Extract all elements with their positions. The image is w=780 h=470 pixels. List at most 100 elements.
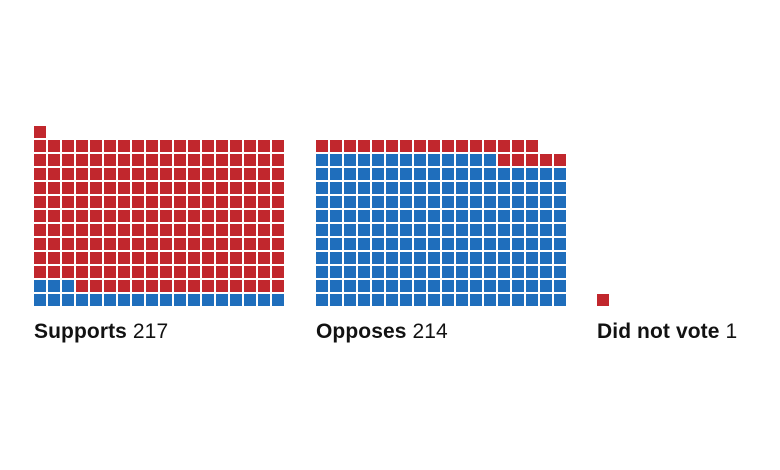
waffle-cell [470, 140, 482, 152]
waffle-cell [272, 294, 284, 306]
waffle-cell [160, 224, 172, 236]
waffle-cell [118, 252, 130, 264]
waffle-cell [554, 294, 566, 306]
waffle-cell [470, 252, 482, 264]
waffle-cell [484, 238, 496, 250]
waffle-cell [174, 294, 186, 306]
waffle-cell [442, 266, 454, 278]
group-count: 214 [412, 320, 448, 343]
waffle-cell [90, 140, 102, 152]
waffle-cell [428, 168, 440, 180]
waffle-cell [90, 154, 102, 166]
waffle-cell [230, 140, 242, 152]
waffle-cell [456, 280, 468, 292]
waffle-cell [330, 266, 342, 278]
waffle-cell [442, 224, 454, 236]
waffle-cell [188, 224, 200, 236]
waffle-cell [258, 154, 270, 166]
waffle-cell [104, 252, 116, 264]
waffle-cell [34, 252, 46, 264]
waffle-cell [540, 294, 552, 306]
waffle-cell [414, 140, 426, 152]
waffle-cell [358, 140, 370, 152]
waffle-cell [372, 168, 384, 180]
waffle-cell [484, 154, 496, 166]
waffle-cell [372, 224, 384, 236]
waffle-cell [512, 280, 524, 292]
waffle-cell [48, 182, 60, 194]
waffle-cell [174, 238, 186, 250]
waffle-cell [160, 140, 172, 152]
waffle-cell [414, 238, 426, 250]
waffle-cell [484, 266, 496, 278]
waffle-cell [484, 280, 496, 292]
waffle-cell [316, 224, 328, 236]
waffle-cell [554, 210, 566, 222]
waffle-cell [442, 154, 454, 166]
waffle-cell [48, 140, 60, 152]
waffle-cell [244, 210, 256, 222]
waffle-cell [104, 280, 116, 292]
waffle-cell [48, 266, 60, 278]
waffle-cell [400, 140, 412, 152]
waffle-cell [76, 252, 88, 264]
waffle-cell [258, 294, 270, 306]
waffle-cell [498, 280, 510, 292]
waffle-cell [526, 210, 538, 222]
waffle-cell [118, 210, 130, 222]
waffle-cell [216, 294, 228, 306]
waffle-cell [484, 182, 496, 194]
waffle-cell [498, 140, 510, 152]
waffle-cell [202, 252, 214, 264]
waffle-cell [272, 182, 284, 194]
waffle-cell [146, 210, 158, 222]
waffle-cell [400, 224, 412, 236]
waffle-cell [34, 280, 46, 292]
waffle-cell [230, 294, 242, 306]
waffle-cell [62, 266, 74, 278]
waffle-cell [146, 280, 158, 292]
waffle-cell [62, 224, 74, 236]
waffle-cell [104, 182, 116, 194]
waffle-cell [316, 294, 328, 306]
waffle-cell [344, 154, 356, 166]
waffle-cell [62, 154, 74, 166]
waffle-cell [456, 196, 468, 208]
waffle-cell [498, 266, 510, 278]
waffle-cell [456, 224, 468, 236]
waffle-cell [470, 294, 482, 306]
waffle-cell [244, 280, 256, 292]
waffle-cell [316, 140, 328, 152]
waffle-cell [132, 196, 144, 208]
waffle-cell [90, 168, 102, 180]
waffle-cell [34, 140, 46, 152]
waffle-cell [62, 280, 74, 292]
waffle-cell [90, 280, 102, 292]
waffle-cell [372, 182, 384, 194]
waffle-cell [484, 252, 496, 264]
waffle-cell [160, 182, 172, 194]
waffle-cell [244, 154, 256, 166]
waffle-cell [372, 196, 384, 208]
waffle-cell [132, 280, 144, 292]
waffle-cell [258, 196, 270, 208]
waffle-cell [526, 196, 538, 208]
waffle-cell [244, 196, 256, 208]
waffle-cell [442, 182, 454, 194]
waffle-cell [34, 238, 46, 250]
waffle-cell [554, 154, 566, 166]
waffle-cell [512, 168, 524, 180]
waffle-cell [216, 196, 228, 208]
waffle-cell [344, 266, 356, 278]
waffle-cell [386, 280, 398, 292]
waffle-cell [372, 140, 384, 152]
waffle-cell [554, 238, 566, 250]
waffle-cell [202, 182, 214, 194]
waffle-cell [498, 210, 510, 222]
waffle-cell [160, 294, 172, 306]
waffle-cell [244, 224, 256, 236]
waffle-cell [118, 140, 130, 152]
waffle-cell [442, 196, 454, 208]
waffle-cell [76, 140, 88, 152]
waffle-cell [456, 140, 468, 152]
